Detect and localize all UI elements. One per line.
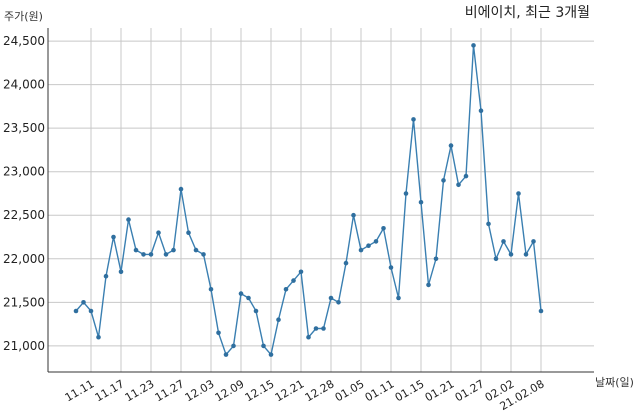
data-point (231, 343, 236, 349)
data-point (358, 247, 364, 253)
data-point (366, 243, 371, 248)
data-point (538, 308, 544, 314)
y-tick-label: 22,000 (3, 252, 45, 266)
x-tick-label: 11.27 (153, 377, 187, 404)
price-series-line (75, 45, 542, 357)
data-point (163, 252, 169, 257)
data-point (493, 256, 499, 262)
x-tick-label: 01.05 (333, 377, 367, 404)
data-point (321, 326, 326, 331)
data-point (216, 330, 221, 336)
x-tick-label: 01.11 (363, 377, 397, 404)
y-tick-label: 22,500 (3, 208, 45, 222)
data-point (456, 182, 461, 188)
data-point (448, 143, 454, 148)
x-tick-label: 12.15 (243, 377, 277, 404)
data-point (283, 287, 289, 292)
price-points (73, 43, 544, 357)
data-point (381, 226, 386, 231)
chart-title: 비에이치, 최근 3개월 (465, 5, 590, 21)
data-point (336, 300, 341, 305)
data-point (478, 108, 484, 113)
data-point (148, 252, 154, 257)
x-tick-label: 11.17 (93, 377, 127, 404)
data-point (96, 334, 101, 340)
data-point (433, 256, 439, 262)
data-point (388, 265, 394, 270)
data-point (313, 326, 319, 331)
data-point (403, 191, 409, 196)
y-tick-labels: 21,000 21,500 22,000 22,500 23,000 23,500 24,0… (3, 34, 45, 353)
x-tick-label: 01.21 (423, 377, 457, 404)
data-point (276, 317, 281, 323)
data-point (201, 252, 206, 257)
data-point (103, 273, 109, 279)
data-point (411, 117, 416, 122)
y-tick-label: 24,500 (3, 34, 45, 48)
y-axis-label: 주가(원) (4, 10, 43, 23)
data-point (126, 217, 131, 222)
x-tick-label: 12.21 (273, 377, 307, 404)
x-tick-label: 11.11 (63, 377, 97, 404)
x-tick-label: 01.15 (393, 377, 427, 404)
data-point (328, 295, 334, 301)
y-tick-label: 23,000 (3, 165, 45, 179)
data-point (486, 221, 491, 227)
data-point (73, 308, 79, 314)
x-tick-labels: 11.1111.1711.2311.2712.0312.0912.1512.21… (63, 377, 547, 413)
data-point (223, 352, 229, 357)
data-point (193, 247, 199, 253)
data-point (178, 186, 184, 192)
data-point (118, 269, 124, 275)
x-tick-label: 12.09 (213, 377, 247, 404)
data-point (238, 291, 244, 296)
data-point (343, 260, 349, 266)
data-point (298, 269, 304, 275)
data-point (208, 287, 214, 292)
y-gridlines (48, 40, 594, 347)
data-point (253, 308, 259, 314)
data-point (516, 191, 521, 196)
data-point (463, 173, 469, 179)
data-point (373, 239, 379, 244)
data-point (186, 230, 191, 235)
data-point (471, 43, 476, 48)
data-point (141, 252, 146, 257)
x-gridlines (90, 28, 542, 372)
data-point (246, 295, 251, 301)
data-point (531, 239, 536, 244)
data-point (133, 247, 139, 253)
data-point (418, 199, 424, 205)
data-point (171, 247, 176, 253)
data-point (508, 252, 514, 257)
y-tick-label: 24,000 (3, 78, 45, 92)
data-point (426, 282, 431, 288)
data-point (111, 234, 116, 240)
x-tick-label: 01.27 (453, 377, 487, 404)
data-point (396, 295, 401, 301)
data-point (88, 308, 94, 314)
data-point (441, 178, 446, 183)
x-tick-label: 12.28 (303, 377, 337, 404)
data-point (81, 300, 86, 305)
data-point (351, 212, 356, 218)
y-tick-label: 21,500 (3, 295, 45, 309)
data-point (523, 252, 529, 257)
data-point (501, 239, 506, 244)
data-point (268, 352, 274, 357)
y-tick-label: 23,500 (3, 121, 45, 135)
data-point (306, 334, 311, 340)
data-point (156, 230, 161, 235)
data-point (291, 278, 296, 283)
x-tick-label: 11.23 (123, 377, 157, 404)
x-axis-label: 날짜(일) (595, 375, 634, 389)
x-tick-label: 12.03 (183, 377, 217, 404)
y-tick-label: 21,000 (3, 339, 45, 353)
data-point (261, 343, 266, 349)
